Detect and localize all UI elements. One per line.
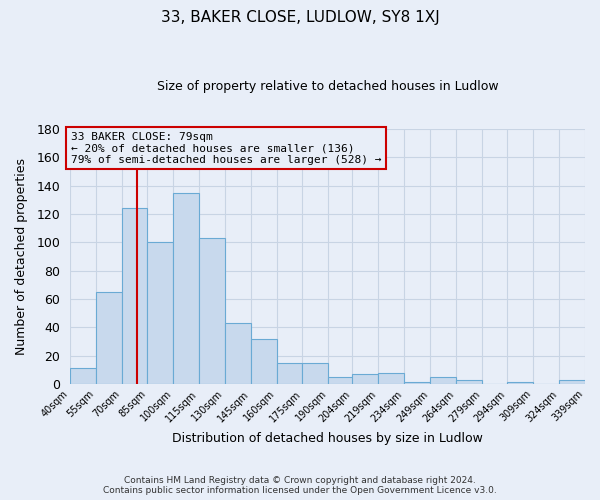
- Text: Contains HM Land Registry data © Crown copyright and database right 2024.
Contai: Contains HM Land Registry data © Crown c…: [103, 476, 497, 495]
- Bar: [277, 362, 302, 384]
- Bar: [508, 382, 533, 384]
- Bar: [559, 380, 585, 384]
- Bar: [430, 377, 456, 384]
- Bar: [173, 192, 199, 384]
- Bar: [96, 292, 122, 384]
- Bar: [148, 242, 173, 384]
- Bar: [456, 380, 482, 384]
- Bar: [302, 362, 328, 384]
- Text: 33 BAKER CLOSE: 79sqm
← 20% of detached houses are smaller (136)
79% of semi-det: 33 BAKER CLOSE: 79sqm ← 20% of detached …: [71, 132, 381, 165]
- Bar: [199, 238, 225, 384]
- Bar: [225, 323, 251, 384]
- Bar: [328, 377, 354, 384]
- Bar: [352, 374, 378, 384]
- Y-axis label: Number of detached properties: Number of detached properties: [15, 158, 28, 355]
- Bar: [251, 338, 277, 384]
- Text: 33, BAKER CLOSE, LUDLOW, SY8 1XJ: 33, BAKER CLOSE, LUDLOW, SY8 1XJ: [161, 10, 439, 25]
- Bar: [70, 368, 96, 384]
- Bar: [122, 208, 148, 384]
- Title: Size of property relative to detached houses in Ludlow: Size of property relative to detached ho…: [157, 80, 498, 93]
- Bar: [378, 372, 404, 384]
- X-axis label: Distribution of detached houses by size in Ludlow: Distribution of detached houses by size …: [172, 432, 483, 445]
- Bar: [404, 382, 430, 384]
